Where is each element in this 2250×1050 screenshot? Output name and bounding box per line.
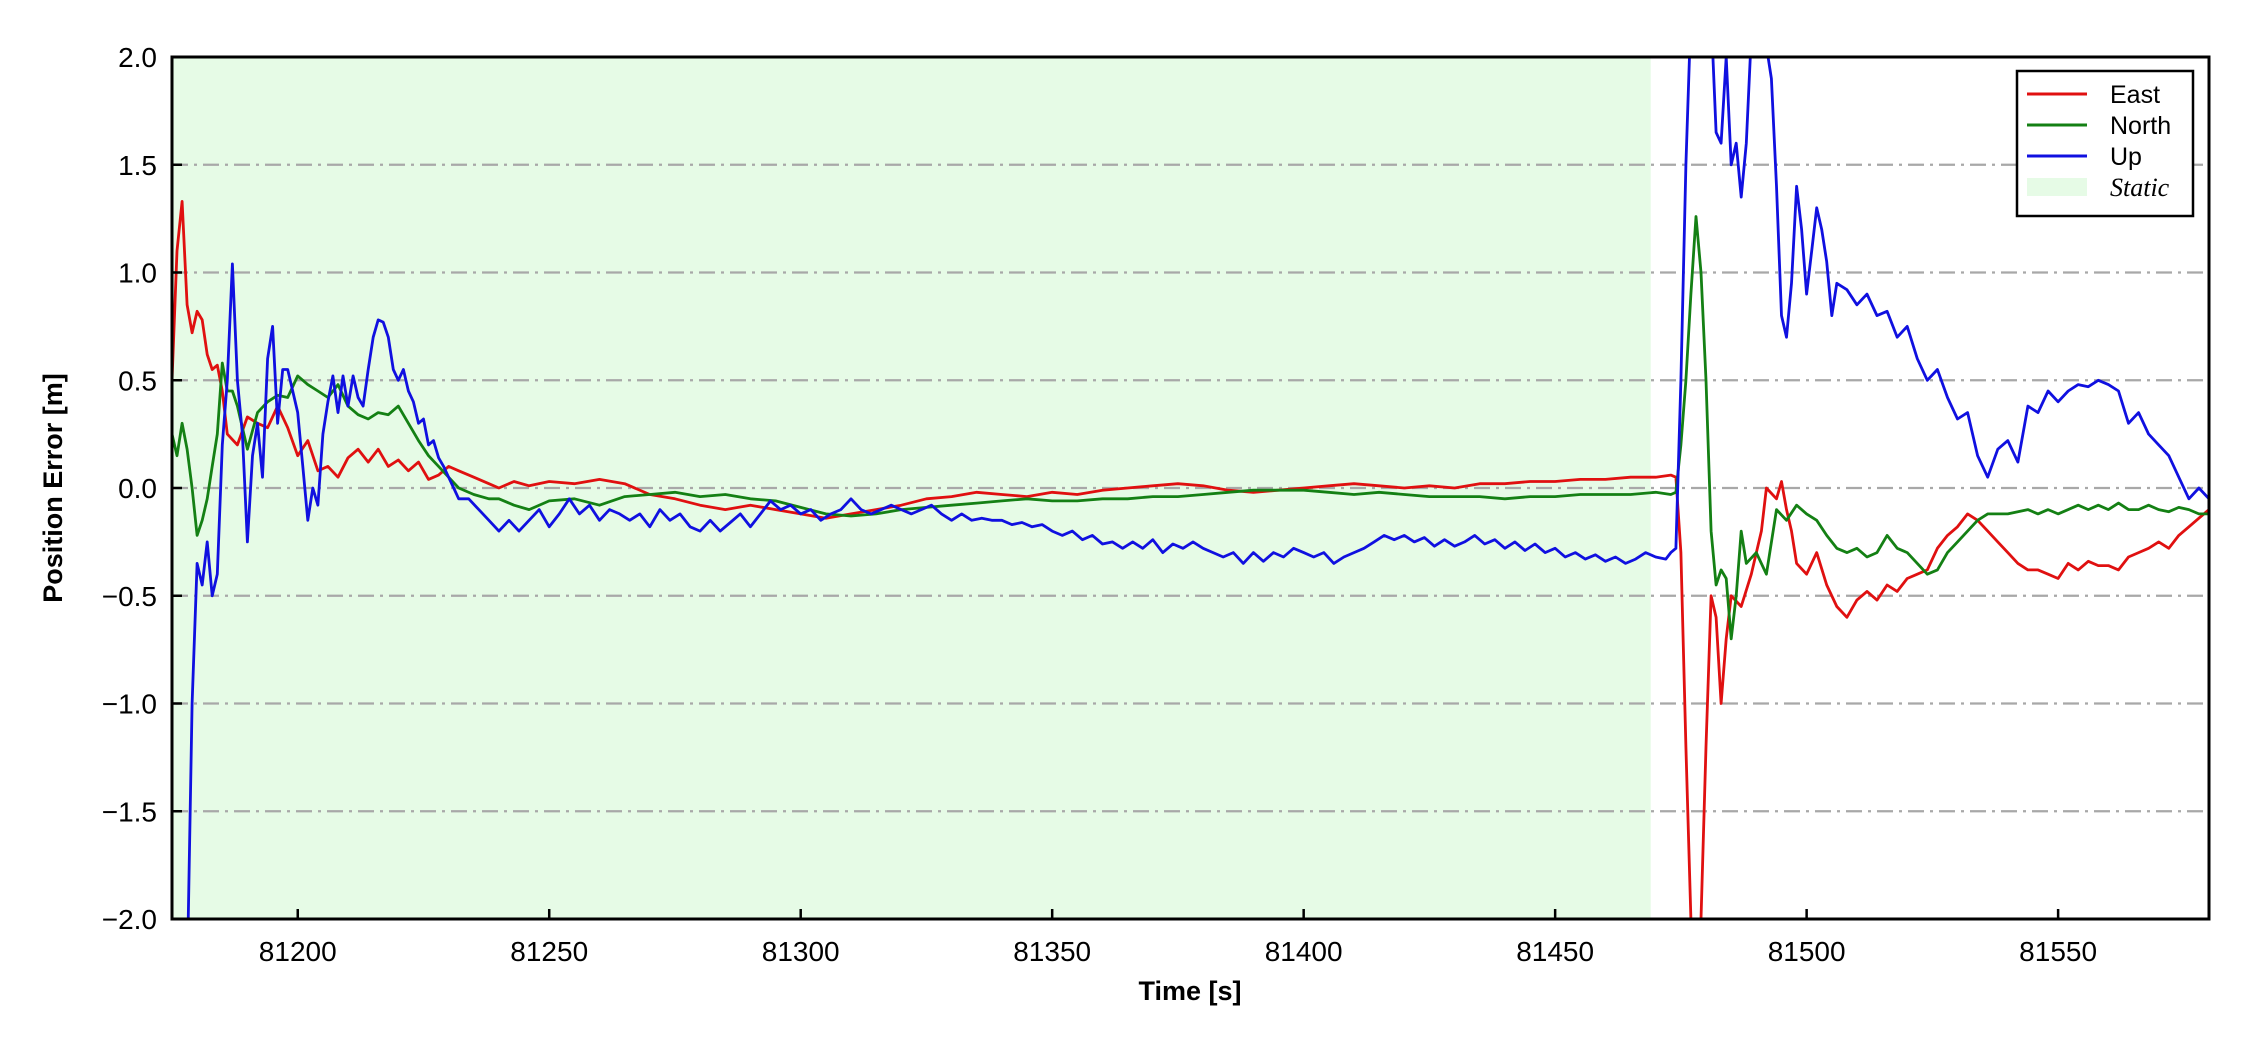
x-tick-label: 81300	[762, 936, 840, 967]
y-axis-ticks: −2.0 −1.5 −1.0 −0.5 0.0 0.5 1.0 1.5 2.0	[102, 42, 182, 935]
series-lines	[172, 57, 2209, 919]
y-tick-label: 0.5	[118, 365, 157, 396]
legend-east-label: East	[2110, 81, 2160, 109]
legend-static-swatch	[2027, 178, 2087, 196]
series-line-north	[172, 215, 2209, 641]
y-tick-label: 1.5	[118, 150, 157, 181]
y-tick-label: −1.5	[102, 796, 157, 827]
x-tick-label: 81450	[1516, 936, 1594, 967]
x-axis-ticks: 81200 81250 81300 81350 81400 81450 81500 81550	[259, 909, 2097, 967]
y-tick-label: −2.0	[102, 904, 157, 935]
x-tick-label: 81250	[510, 936, 588, 967]
x-tick-label: 81500	[1768, 936, 1846, 967]
y-tick-label: −1.0	[102, 689, 157, 720]
x-tick-label: 81550	[2019, 936, 2097, 967]
y-axis-label: Position Error [m]	[38, 373, 68, 603]
series-line-up	[186, 57, 2209, 919]
horizontal-grid	[172, 163, 2209, 813]
y-tick-label: 0.0	[118, 473, 157, 504]
legend-up-label: Up	[2110, 143, 2142, 171]
x-axis-label: Time [s]	[1138, 976, 1241, 1006]
series-line-east	[172, 200, 2209, 919]
x-tick-label: 81350	[1013, 936, 1091, 967]
y-tick-label: 1.0	[118, 258, 157, 289]
legend: East North Up Static	[2015, 69, 2195, 218]
x-tick-label: 81400	[1265, 936, 1343, 967]
y-tick-label: 2.0	[118, 42, 157, 73]
y-tick-label: −0.5	[102, 581, 157, 612]
legend-north-label: North	[2110, 112, 2171, 140]
x-tick-label: 81200	[259, 936, 337, 967]
legend-static-label: Static	[2110, 173, 2170, 202]
